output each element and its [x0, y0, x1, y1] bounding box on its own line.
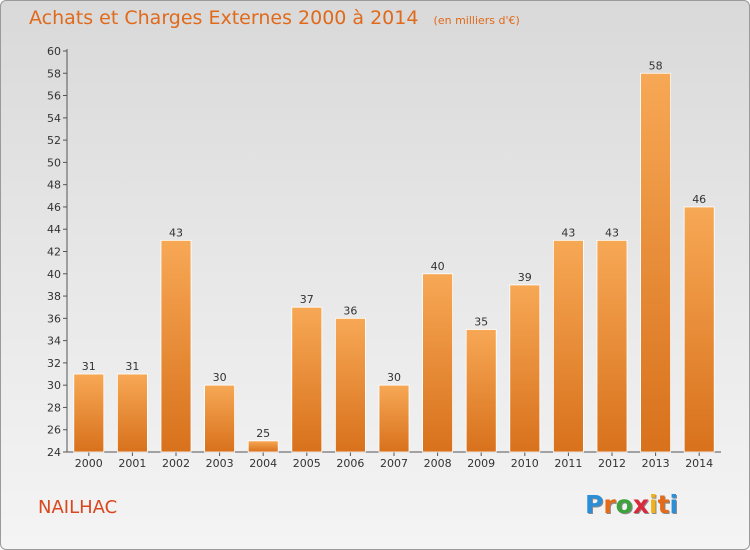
bar-2002: [160, 239, 192, 453]
y-tick-label: 48: [47, 179, 61, 192]
bar-2005: [291, 306, 323, 453]
data-label-2001: 31: [125, 360, 139, 373]
x-tick-label: 2009: [467, 457, 495, 470]
data-label-2002: 43: [169, 226, 183, 239]
x-tick-label: 2012: [598, 457, 626, 470]
y-tick-label: 26: [47, 424, 61, 437]
x-tick-label: 2010: [511, 457, 539, 470]
y-tick-label: 38: [47, 290, 61, 303]
data-label-2000: 31: [82, 360, 96, 373]
x-tick-label: 2011: [554, 457, 582, 470]
town-name: NAILHAC: [38, 497, 118, 518]
y-tick-label: 24: [47, 446, 61, 459]
bar-2008: [422, 273, 454, 453]
data-label-2004: 25: [256, 427, 270, 440]
y-tick-label: 32: [47, 357, 61, 370]
x-tick-label: 2002: [162, 457, 190, 470]
y-tick-label: 34: [47, 335, 61, 348]
data-label-2012: 43: [605, 226, 619, 239]
bar-2000: [73, 373, 105, 453]
bar-2011: [553, 239, 584, 453]
x-tick-label: 2003: [206, 457, 234, 470]
y-tick-label: 56: [47, 90, 61, 103]
y-tick-label: 30: [47, 379, 61, 392]
data-label-2006: 36: [343, 304, 357, 317]
data-label-2008: 40: [431, 260, 445, 273]
data-label-2007: 30: [387, 371, 401, 384]
bar-2006: [334, 317, 366, 453]
data-label-2014: 46: [692, 193, 706, 206]
bar-2010: [509, 284, 541, 453]
x-tick-label: 2001: [118, 457, 146, 470]
y-tick-label: 28: [47, 401, 61, 414]
x-tick-label: 2000: [75, 457, 103, 470]
y-tick-label: 40: [47, 268, 61, 281]
x-tick-label: 2004: [249, 457, 277, 470]
chart-title: Achats et Charges Externes 2000 à 2014: [29, 7, 419, 29]
y-tick-label: 44: [47, 223, 61, 236]
data-labels: 31 31 43 30 25 37 36 30 40 35 39 43 43 58 46: [82, 59, 706, 440]
x-tick-label: 2014: [685, 457, 713, 470]
x-tick-label: 2006: [336, 457, 364, 470]
y-tick-label: 36: [47, 312, 61, 325]
data-label-2009: 35: [474, 315, 488, 328]
data-label-2003: 30: [213, 371, 227, 384]
bar-2007: [378, 384, 410, 453]
bar-2013: [640, 72, 671, 453]
x-tick-label: 2005: [293, 457, 321, 470]
x-tick-label: 2008: [424, 457, 452, 470]
y-tick-label: 60: [47, 45, 61, 58]
x-tick-label: 2007: [380, 457, 408, 470]
x-tick-label: 2013: [642, 457, 670, 470]
bar-2001: [117, 373, 148, 453]
bars: [73, 72, 715, 453]
bar-2003: [204, 384, 236, 453]
bar-2009: [465, 329, 497, 453]
bar-2004: [247, 440, 279, 453]
title-row: Achats et Charges Externes 2000 à 2014 (…: [29, 7, 520, 29]
y-tick-label: 52: [47, 134, 61, 147]
y-tick-label: 42: [47, 246, 61, 259]
chart-subtitle: (en milliers d'€): [433, 14, 520, 27]
y-tick-label: 54: [47, 112, 61, 125]
bar-2012: [596, 239, 628, 453]
brand-logo: Proxiti: [585, 490, 679, 519]
bar-2014: [683, 206, 715, 453]
data-label-2013: 58: [649, 59, 663, 72]
y-tick-label: 46: [47, 201, 61, 214]
data-label-2005: 37: [300, 293, 314, 306]
data-label-2010: 39: [518, 271, 532, 284]
y-tick-label: 58: [47, 67, 61, 80]
data-label-2011: 43: [561, 226, 575, 239]
y-tick-label: 50: [47, 156, 61, 169]
